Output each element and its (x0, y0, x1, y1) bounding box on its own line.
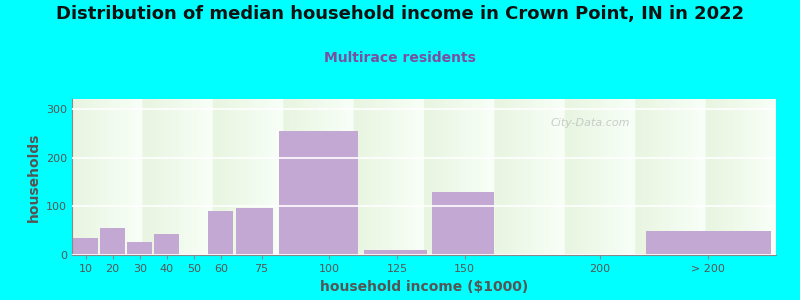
Bar (646, 231, 770, 255)
Text: City-Data.com: City-Data.com (550, 118, 630, 128)
Bar (365, 250, 426, 255)
Bar (432, 192, 494, 255)
Bar (127, 242, 152, 255)
Text: Multirace residents: Multirace residents (324, 51, 476, 65)
Bar (209, 211, 234, 255)
Bar (236, 208, 274, 255)
Bar (278, 131, 358, 255)
X-axis label: household income ($1000): household income ($1000) (320, 280, 528, 294)
Bar (73, 238, 98, 255)
Text: Distribution of median household income in Crown Point, IN in 2022: Distribution of median household income … (56, 4, 744, 22)
Bar (154, 234, 179, 255)
Y-axis label: households: households (26, 132, 41, 222)
Bar (100, 228, 125, 255)
